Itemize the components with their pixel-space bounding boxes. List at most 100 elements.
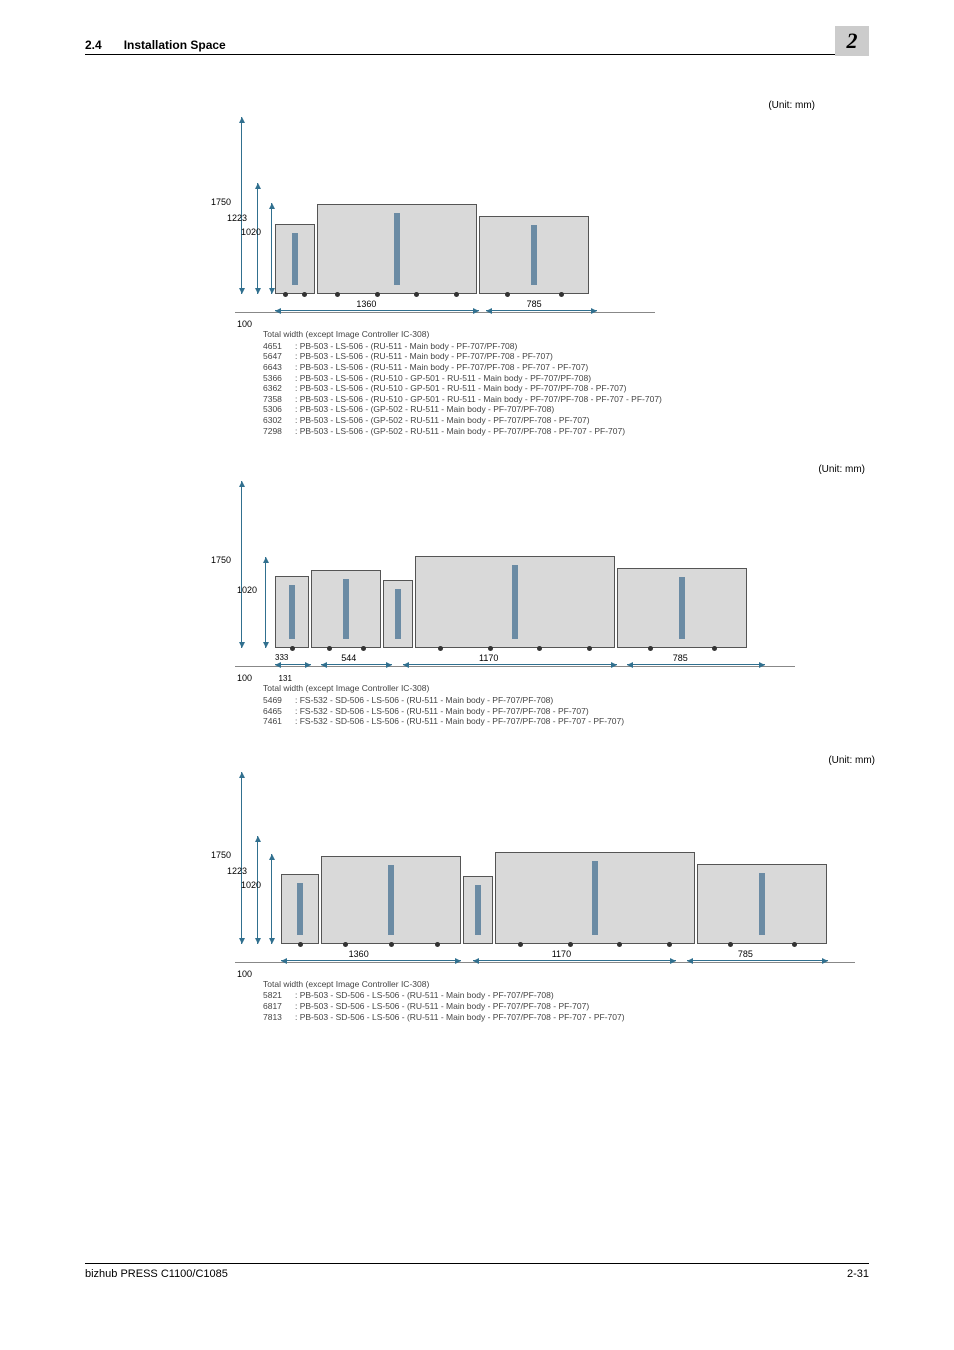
caption-width: 6302 bbox=[263, 415, 295, 426]
figure-3: (Unit: mm) 1750 1223 1020 1360 bbox=[235, 755, 875, 1023]
caption-row: 6643: PB-503 - LS-506 - (RU-511 - Main b… bbox=[263, 362, 875, 373]
module bbox=[311, 570, 381, 648]
caption-width: 7358 bbox=[263, 394, 295, 405]
module bbox=[479, 216, 589, 294]
caption-config: : FS-532 - SD-506 - LS-506 - (RU-511 - M… bbox=[295, 706, 589, 716]
module bbox=[415, 556, 615, 648]
dim-arrow-h bbox=[275, 310, 479, 311]
dim-arrow-h bbox=[473, 960, 676, 961]
dim-label-100: 100 bbox=[237, 319, 875, 329]
caption-row: 5647: PB-503 - LS-506 - (RU-511 - Main b… bbox=[263, 351, 875, 362]
dim-label: 1020 bbox=[241, 880, 261, 890]
caption-width: 6362 bbox=[263, 383, 295, 394]
machine-row bbox=[275, 184, 645, 294]
dim-100: 100 bbox=[237, 673, 252, 683]
dim-label: 1360 bbox=[356, 299, 376, 309]
caption-row: 6302: PB-503 - LS-506 - (GP-502 - RU-511… bbox=[263, 415, 875, 426]
dim-label: 131 bbox=[279, 674, 292, 683]
caption-title: Total width (except Image Controller IC-… bbox=[263, 683, 875, 694]
caption-row: 5469: FS-532 - SD-506 - LS-506 - (RU-511… bbox=[263, 695, 875, 706]
caption-config: : PB-503 - LS-506 - (GP-502 - RU-511 - M… bbox=[295, 404, 554, 414]
dim-arrow-v bbox=[241, 772, 242, 944]
caption-config: : PB-503 - SD-506 - LS-506 - (RU-511 - M… bbox=[295, 1001, 589, 1011]
dim-label-100: 100 131 bbox=[237, 673, 875, 683]
caption-width: 5366 bbox=[263, 373, 295, 384]
caption-row: 5306: PB-503 - LS-506 - (GP-502 - RU-511… bbox=[263, 404, 875, 415]
caption-config: : PB-503 - LS-506 - (RU-511 - Main body … bbox=[295, 341, 517, 351]
dim-label: 1223 bbox=[227, 213, 247, 223]
module bbox=[275, 224, 315, 294]
figure-2: (Unit: mm) 1750 1020 333 544 bbox=[235, 464, 875, 727]
caption-width: 4651 bbox=[263, 341, 295, 352]
module bbox=[281, 874, 319, 944]
dim-arrow-v bbox=[271, 203, 272, 294]
module bbox=[383, 580, 413, 648]
page-footer: bizhub PRESS C1100/C1085 2-31 bbox=[85, 1263, 869, 1280]
dim-label-100: 100 bbox=[237, 969, 875, 979]
diagram-3: 1750 1223 1020 1360 1170 785 bbox=[235, 768, 855, 963]
diagram-2: 1750 1020 333 544 1170 785 bbox=[235, 477, 795, 667]
dim-arrow-h bbox=[275, 664, 311, 665]
dim-label: 1170 bbox=[479, 653, 498, 663]
caption-block-2: Total width (except Image Controller IC-… bbox=[235, 683, 875, 727]
footer-page: 2-31 bbox=[847, 1268, 869, 1280]
dim-arrow-v bbox=[271, 854, 272, 944]
dim-label: 1223 bbox=[227, 866, 247, 876]
caption-config: : PB-503 - LS-506 - (GP-502 - RU-511 - M… bbox=[295, 426, 625, 436]
caption-width: 7461 bbox=[263, 716, 295, 727]
dim-arrow-h bbox=[321, 664, 392, 665]
footer-product: bizhub PRESS C1100/C1085 bbox=[85, 1268, 228, 1280]
caption-row: 6362: PB-503 - LS-506 - (RU-510 - GP-501… bbox=[263, 383, 875, 394]
module bbox=[317, 204, 477, 294]
dim-arrow-h bbox=[687, 960, 828, 961]
caption-row: 7813: PB-503 - SD-506 - LS-506 - (RU-511… bbox=[263, 1012, 875, 1023]
caption-row: 7358: PB-503 - LS-506 - (RU-510 - GP-501… bbox=[263, 394, 875, 405]
section-number: 2.4 bbox=[85, 38, 102, 52]
module bbox=[275, 576, 309, 648]
module bbox=[697, 864, 827, 944]
dim-label: 1020 bbox=[241, 227, 261, 237]
dim-label: 785 bbox=[673, 653, 688, 663]
module bbox=[617, 568, 747, 648]
caption-title: Total width (except Image Controller IC-… bbox=[263, 329, 875, 340]
dim-arrow-h bbox=[403, 664, 617, 665]
caption-config: : FS-532 - SD-506 - LS-506 - (RU-511 - M… bbox=[295, 695, 553, 705]
section-title: Installation Space bbox=[124, 38, 226, 52]
chapter-number: 2 bbox=[847, 28, 858, 54]
caption-config: : PB-503 - LS-506 - (RU-510 - GP-501 - R… bbox=[295, 373, 591, 383]
dim-arrow-h bbox=[627, 664, 765, 665]
machine-row bbox=[275, 538, 785, 648]
dim-arrow-h bbox=[486, 310, 597, 311]
caption-config: : PB-503 - LS-506 - (RU-511 - Main body … bbox=[295, 351, 553, 361]
caption-config: : PB-503 - LS-506 - (RU-510 - GP-501 - R… bbox=[295, 394, 662, 404]
caption-config: : PB-503 - SD-506 - LS-506 - (RU-511 - M… bbox=[295, 990, 554, 1000]
caption-width: 6643 bbox=[263, 362, 295, 373]
unit-label: (Unit: mm) bbox=[235, 100, 815, 111]
caption-row: 6817: PB-503 - SD-506 - LS-506 - (RU-511… bbox=[263, 1001, 875, 1012]
figure-1: (Unit: mm) 1750 1223 1020 1360 78 bbox=[235, 100, 875, 436]
dim-arrow-v bbox=[241, 117, 242, 294]
dim-label: 785 bbox=[527, 299, 542, 309]
caption-width: 5469 bbox=[263, 695, 295, 706]
dim-arrow-v bbox=[241, 481, 242, 648]
dim-arrow-v bbox=[265, 557, 266, 648]
caption-config: : PB-503 - LS-506 - (GP-502 - RU-511 - M… bbox=[295, 415, 590, 425]
unit-label: (Unit: mm) bbox=[235, 755, 875, 766]
caption-config: : PB-503 - LS-506 - (RU-511 - Main body … bbox=[295, 362, 588, 372]
dim-arrow-v bbox=[257, 183, 258, 294]
caption-width: 6817 bbox=[263, 1001, 295, 1012]
caption-config: : PB-503 - SD-506 - LS-506 - (RU-511 - M… bbox=[295, 1012, 625, 1022]
caption-width: 5647 bbox=[263, 351, 295, 362]
caption-config: : FS-532 - SD-506 - LS-506 - (RU-511 - M… bbox=[295, 716, 624, 726]
dim-label: 1360 bbox=[349, 949, 369, 959]
dim-label: 1750 bbox=[211, 850, 231, 860]
machine-row bbox=[281, 834, 845, 944]
content: (Unit: mm) 1750 1223 1020 1360 78 bbox=[235, 100, 875, 1050]
dim-arrow-v bbox=[257, 836, 258, 944]
module bbox=[321, 856, 461, 944]
module bbox=[495, 852, 695, 944]
caption-title: Total width (except Image Controller IC-… bbox=[263, 979, 875, 990]
dim-label: 333 bbox=[275, 653, 288, 662]
dim-label: 544 bbox=[341, 653, 356, 663]
caption-block-1: Total width (except Image Controller IC-… bbox=[235, 329, 875, 436]
